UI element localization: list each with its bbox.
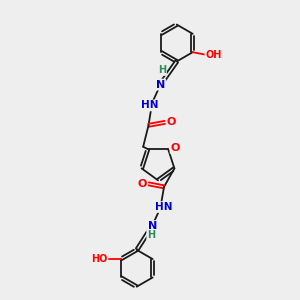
Text: N: N xyxy=(148,221,157,231)
Text: H: H xyxy=(147,230,155,240)
Text: O: O xyxy=(167,117,176,128)
Text: O: O xyxy=(171,143,180,153)
Text: O: O xyxy=(137,179,147,189)
Text: H: H xyxy=(158,65,166,75)
Text: OH: OH xyxy=(205,50,222,60)
Text: HN: HN xyxy=(155,202,173,212)
Text: N: N xyxy=(156,80,165,90)
Text: HN: HN xyxy=(141,100,158,110)
Text: HO: HO xyxy=(91,254,107,264)
